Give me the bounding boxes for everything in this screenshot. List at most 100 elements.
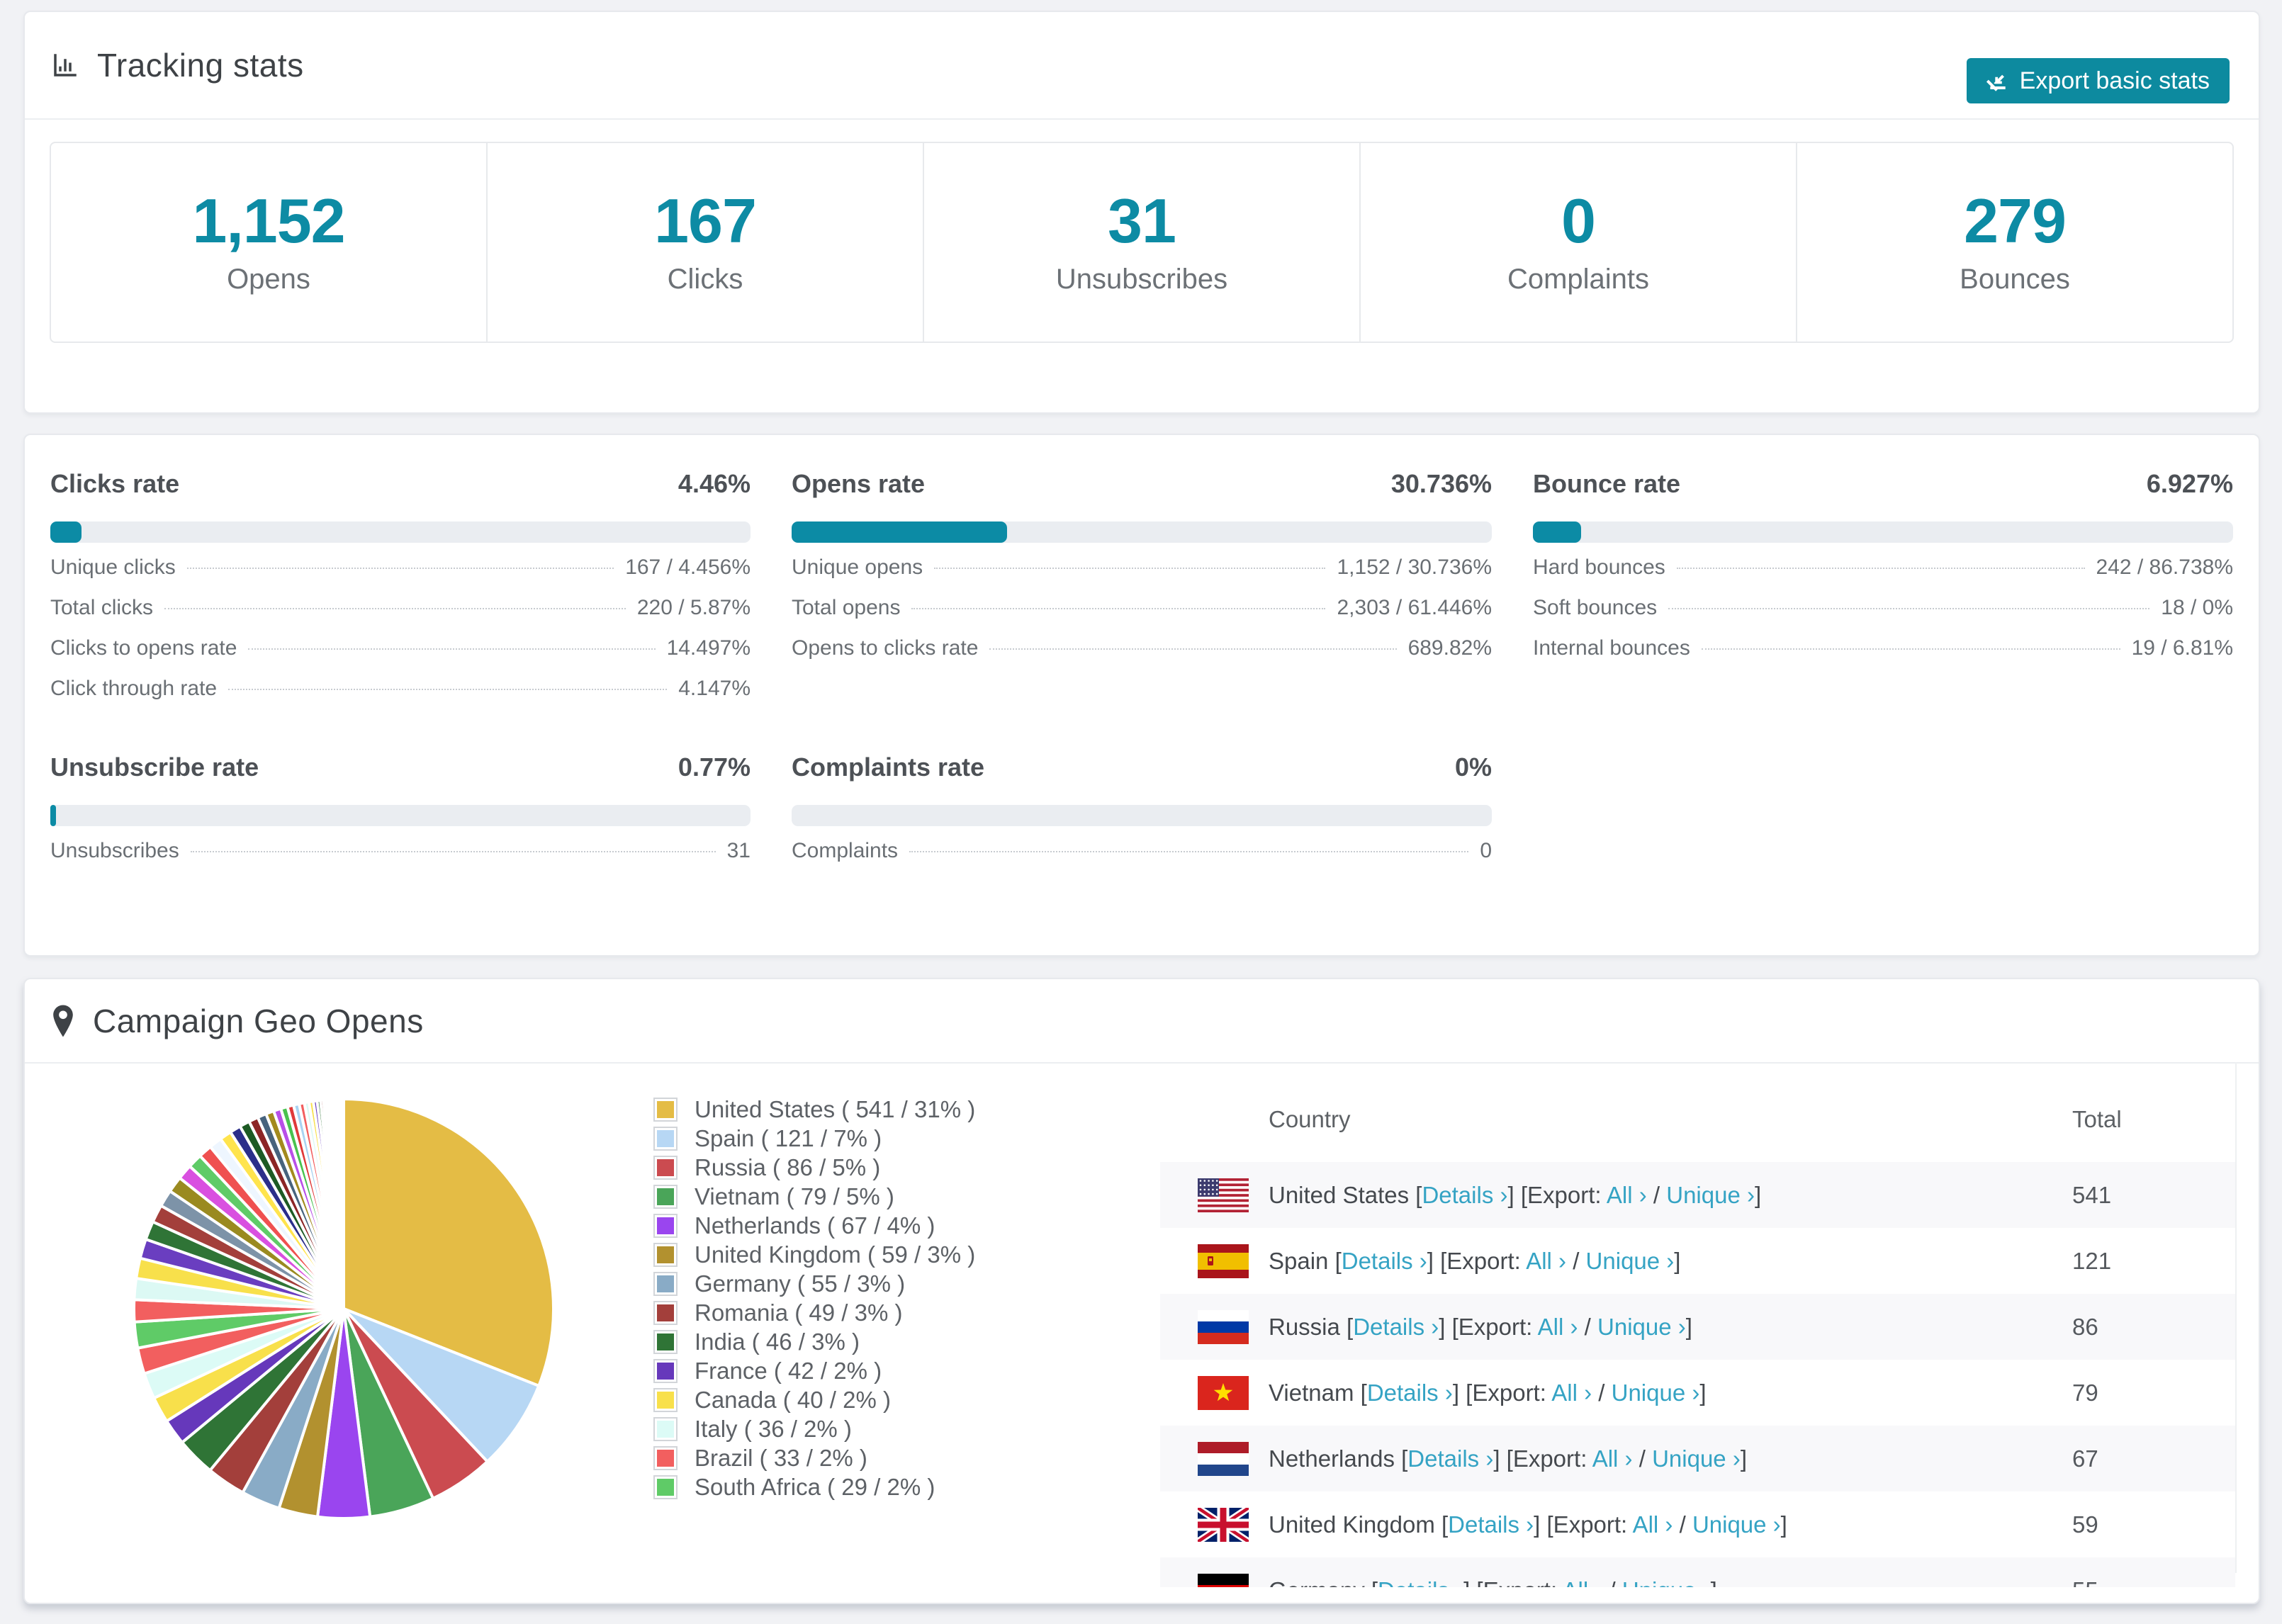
legend-item: United Kingdom ( 59 / 3% ) [653, 1240, 1107, 1269]
geo-header: Campaign Geo Opens [25, 979, 2259, 1064]
line-label: Opens to clicks rate [792, 636, 979, 660]
line-value: 18 / 0% [2161, 596, 2233, 619]
export-all-link[interactable]: All › [1537, 1313, 1578, 1340]
legend-item: United States ( 541 / 31% ) [653, 1095, 1107, 1124]
export-all-link[interactable]: All › [1632, 1511, 1673, 1538]
total-cell: 67 [2072, 1445, 2098, 1472]
legend-item: Brazil ( 33 / 2% ) [653, 1443, 1107, 1472]
export-unique-link[interactable]: Unique › [1622, 1577, 1711, 1588]
legend-swatch [653, 1213, 678, 1238]
legend-swatch [653, 1445, 678, 1470]
dotted-leader [934, 568, 1326, 569]
legend-label: Brazil ( 33 / 2% ) [695, 1444, 867, 1471]
stat-complaints: 0 Complaints [1361, 143, 1797, 342]
bounce-rate-block: Bounce rate 6.927% Hard bounces 242 / 86.… [1533, 469, 2233, 717]
line-label: Hard bounces [1533, 556, 1665, 579]
bar-chart-icon [50, 50, 80, 80]
line-value: 220 / 5.87% [636, 596, 751, 619]
export-unique-link[interactable]: Unique › [1597, 1313, 1686, 1340]
clicks-label: Clicks [667, 263, 743, 295]
opens-line: Unique opens 1,152 / 30.736% [792, 556, 1492, 596]
campaign-geo-opens-card: Campaign Geo Opens United States ( 541 /… [23, 978, 2260, 1604]
country-cell: Spain [Details ›] [Export: All › / Uniqu… [1269, 1247, 1681, 1274]
geo-table-header: Country Total [1160, 1062, 2235, 1162]
country-cell: Vietnam [Details ›] [Export: All › / Uni… [1269, 1379, 1707, 1406]
legend-swatch [653, 1387, 678, 1412]
export-all-link[interactable]: All › [1562, 1577, 1602, 1588]
country-cell: Netherlands [Details ›] [Export: All › /… [1269, 1445, 1747, 1472]
table-row: Vietnam [Details ›] [Export: All › / Uni… [1160, 1360, 2235, 1426]
complaints-label: Complaints [1507, 263, 1650, 295]
pie-slice-united-states [342, 1098, 556, 1387]
export-unique-link[interactable]: Unique › [1585, 1247, 1675, 1274]
details-link[interactable]: Details › [1341, 1247, 1427, 1274]
line-value: 167 / 4.456% [625, 556, 751, 579]
details-link[interactable]: Details › [1448, 1511, 1534, 1538]
legend-label: Canada ( 40 / 2% ) [695, 1386, 891, 1413]
export-all-link[interactable]: All › [1606, 1181, 1647, 1208]
stat-opens: 1,152 Opens [51, 143, 488, 342]
table-row: Netherlands [Details ›] [Export: All › /… [1160, 1426, 2235, 1492]
details-link[interactable]: Details › [1366, 1379, 1453, 1406]
legend-swatch [653, 1300, 678, 1325]
summary-stats-row: 1,152 Opens 167 Clicks 31 Unsubscribes 0… [50, 142, 2234, 343]
details-link[interactable]: Details › [1422, 1181, 1508, 1208]
details-link[interactable]: Details › [1353, 1313, 1439, 1340]
flag-nl-icon [1198, 1441, 1249, 1476]
flag-vn-icon [1198, 1375, 1249, 1410]
unsubscribe-rate-value: 0.77% [678, 752, 751, 782]
export-unique-link[interactable]: Unique › [1666, 1181, 1755, 1208]
complaints-count: 0 [1561, 185, 1596, 256]
pie-slice-other [342, 1097, 345, 1310]
legend-item: South Africa ( 29 / 2% ) [653, 1472, 1107, 1501]
geo-body: United States ( 541 / 31% ) Spain ( 121 /… [25, 1062, 2259, 1603]
details-link[interactable]: Details › [1407, 1445, 1494, 1472]
bounce-rate-value: 6.927% [2146, 469, 2233, 498]
clicks-rate-block: Clicks rate 4.46% Unique clicks 167 / 4.4… [50, 469, 751, 717]
export-basic-stats-button[interactable]: Export basic stats [1966, 58, 2230, 103]
geo-table: Country Total United States [Details ›] … [1160, 1062, 2237, 1587]
export-all-link[interactable]: All › [1592, 1445, 1633, 1472]
legend-label: Vietnam ( 79 / 5% ) [695, 1183, 894, 1209]
total-cell: 55 [2072, 1577, 2235, 1588]
bounce-rate-bar [1533, 521, 2233, 543]
bounces-label: Bounces [1960, 263, 2070, 295]
legend-label: Netherlands ( 67 / 4% ) [695, 1212, 935, 1239]
export-all-link[interactable]: All › [1526, 1247, 1567, 1274]
legend-label: Germany ( 55 / 3% ) [695, 1270, 906, 1297]
legend-label: Spain ( 121 / 7% ) [695, 1124, 882, 1151]
dotted-leader [186, 568, 614, 569]
line-value: 14.497% [666, 636, 751, 660]
column-total: Total [2072, 1105, 2122, 1132]
legend-swatch [653, 1358, 678, 1383]
geo-table-rows: United States [Details ›] [Export: All ›… [1160, 1162, 2235, 1587]
bounce-line: Hard bounces 242 / 86.738% [1533, 556, 2233, 596]
legend-swatch [653, 1126, 678, 1151]
clicks-rate-bar [50, 521, 751, 543]
export-unique-link[interactable]: Unique › [1652, 1445, 1741, 1472]
legend-swatch [653, 1416, 678, 1441]
opens-line: Opens to clicks rate 689.82% [792, 636, 1492, 677]
clicks-line: Total clicks 220 / 5.87% [50, 596, 751, 636]
dotted-leader [1668, 608, 2150, 609]
stat-clicks: 167 Clicks [488, 143, 924, 342]
legend-item: Russia ( 86 / 5% ) [653, 1153, 1107, 1182]
table-row: Spain [Details ›] [Export: All › / Uniqu… [1160, 1228, 2235, 1294]
legend-item: India ( 46 / 3% ) [653, 1327, 1107, 1356]
legend-swatch [653, 1271, 678, 1296]
complaints-rate-bar [792, 805, 1492, 826]
table-row: Russia [Details ›] [Export: All › / Uniq… [1160, 1294, 2235, 1360]
details-link[interactable]: Details › [1378, 1577, 1463, 1588]
clicks-line: Unique clicks 167 / 4.456% [50, 556, 751, 596]
stat-unsubscribes: 31 Unsubscribes [924, 143, 1361, 342]
opens-rate-bar [792, 521, 1492, 543]
dotted-leader [989, 648, 1397, 650]
line-label: Unsubscribes [50, 839, 179, 862]
stat-bounces: 279 Bounces [1797, 143, 2232, 342]
table-row: United States [Details ›] [Export: All ›… [1160, 1162, 2235, 1228]
line-value: 1,152 / 30.736% [1337, 556, 1492, 579]
export-unique-link[interactable]: Unique › [1692, 1511, 1781, 1538]
export-unique-link[interactable]: Unique › [1611, 1379, 1700, 1406]
line-value: 31 [726, 839, 751, 862]
export-all-link[interactable]: All › [1551, 1379, 1592, 1406]
